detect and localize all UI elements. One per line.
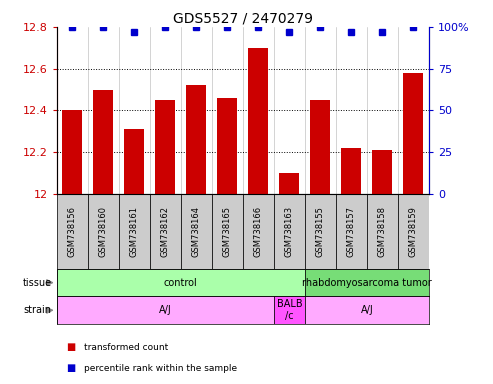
Text: GSM738164: GSM738164 (192, 206, 201, 257)
Bar (181, 194, 212, 269)
Text: GSM738161: GSM738161 (130, 206, 139, 257)
Bar (119, 194, 150, 269)
Bar (341, 148, 361, 194)
Bar (305, 296, 429, 324)
Text: GSM738163: GSM738163 (285, 206, 294, 257)
Text: GSM738159: GSM738159 (409, 206, 418, 257)
Text: GSM738160: GSM738160 (99, 206, 108, 257)
Text: GSM738156: GSM738156 (68, 206, 77, 257)
Bar (155, 100, 176, 194)
Text: A/J: A/J (360, 305, 373, 315)
Text: control: control (164, 278, 198, 288)
Text: GSM738155: GSM738155 (316, 206, 325, 257)
Bar (57, 194, 88, 269)
Bar (372, 150, 392, 194)
Title: GDS5527 / 2470279: GDS5527 / 2470279 (173, 12, 313, 26)
Bar (243, 194, 274, 269)
Bar (248, 48, 268, 194)
Bar (274, 194, 305, 269)
Bar (124, 129, 144, 194)
Bar (336, 194, 367, 269)
Bar (398, 194, 429, 269)
Bar (305, 194, 336, 269)
Text: GSM738165: GSM738165 (223, 206, 232, 257)
Text: ■: ■ (67, 363, 76, 373)
Text: GSM738166: GSM738166 (254, 206, 263, 257)
Bar (88, 194, 119, 269)
Text: strain: strain (24, 305, 52, 315)
Text: GSM738162: GSM738162 (161, 206, 170, 257)
Text: tissue: tissue (23, 278, 52, 288)
Text: rhabdomyosarcoma tumor: rhabdomyosarcoma tumor (302, 278, 432, 288)
Bar (279, 173, 299, 194)
Bar (305, 269, 429, 296)
Text: BALB
/c: BALB /c (277, 300, 302, 321)
Bar (186, 85, 207, 194)
Text: A/J: A/J (159, 305, 172, 315)
Bar (57, 269, 305, 296)
Bar (150, 194, 181, 269)
Bar (57, 296, 274, 324)
Text: GSM738157: GSM738157 (347, 206, 356, 257)
Bar (212, 194, 243, 269)
Bar (367, 194, 398, 269)
Bar (403, 73, 423, 194)
Bar (62, 111, 82, 194)
Bar (217, 98, 237, 194)
Bar (274, 296, 305, 324)
Text: percentile rank within the sample: percentile rank within the sample (84, 364, 237, 373)
Bar (310, 100, 330, 194)
Text: transformed count: transformed count (84, 343, 168, 352)
Text: ■: ■ (67, 342, 76, 352)
Bar (93, 89, 113, 194)
Text: GSM738158: GSM738158 (378, 206, 387, 257)
